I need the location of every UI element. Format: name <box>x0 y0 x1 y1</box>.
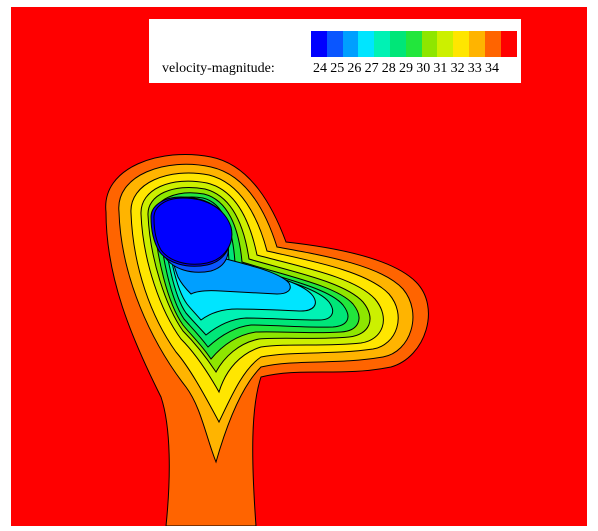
legend-tick-label: 26 <box>347 61 362 76</box>
legend-swatch <box>374 31 391 57</box>
contour-layers <box>105 153 429 526</box>
legend-swatch <box>437 31 454 57</box>
legend-tick-label: 29 <box>399 61 413 76</box>
legend-tick-label: 24 <box>313 61 327 76</box>
legend-tick-label: 28 <box>381 61 396 76</box>
legend-tick-label: 31 <box>433 61 448 76</box>
legend-tick-label: 30 <box>416 61 431 76</box>
legend-tick-label: 27 <box>364 61 379 76</box>
legend-swatch <box>311 31 328 57</box>
legend-swatch <box>484 31 502 57</box>
legend-swatch <box>326 31 344 57</box>
contour-plot: velocity-magnitude: 24 25 26 27 28 29 30 31 32 33… <box>11 7 587 526</box>
legend: velocity-magnitude: 24 25 26 27 28 29 30 31 32 33… <box>149 19 521 83</box>
contour-field <box>105 153 429 526</box>
legend-title: velocity-magnitude: <box>162 61 275 76</box>
legend-tick-label: 25 <box>330 61 345 76</box>
legend-swatch <box>342 31 359 57</box>
legend-swatch <box>390 31 407 57</box>
legend-tick-label: 33 <box>467 61 482 76</box>
legend-swatch <box>405 31 423 57</box>
legend-swatch <box>358 31 375 57</box>
legend-swatch <box>421 31 438 57</box>
legend-tick-label: 32 <box>450 61 465 76</box>
legend-swatch <box>469 31 486 57</box>
contour-core <box>153 197 233 265</box>
legend-tick-label: 34 <box>485 61 499 76</box>
legend-swatch <box>453 31 470 57</box>
legend-swatch <box>500 31 517 57</box>
